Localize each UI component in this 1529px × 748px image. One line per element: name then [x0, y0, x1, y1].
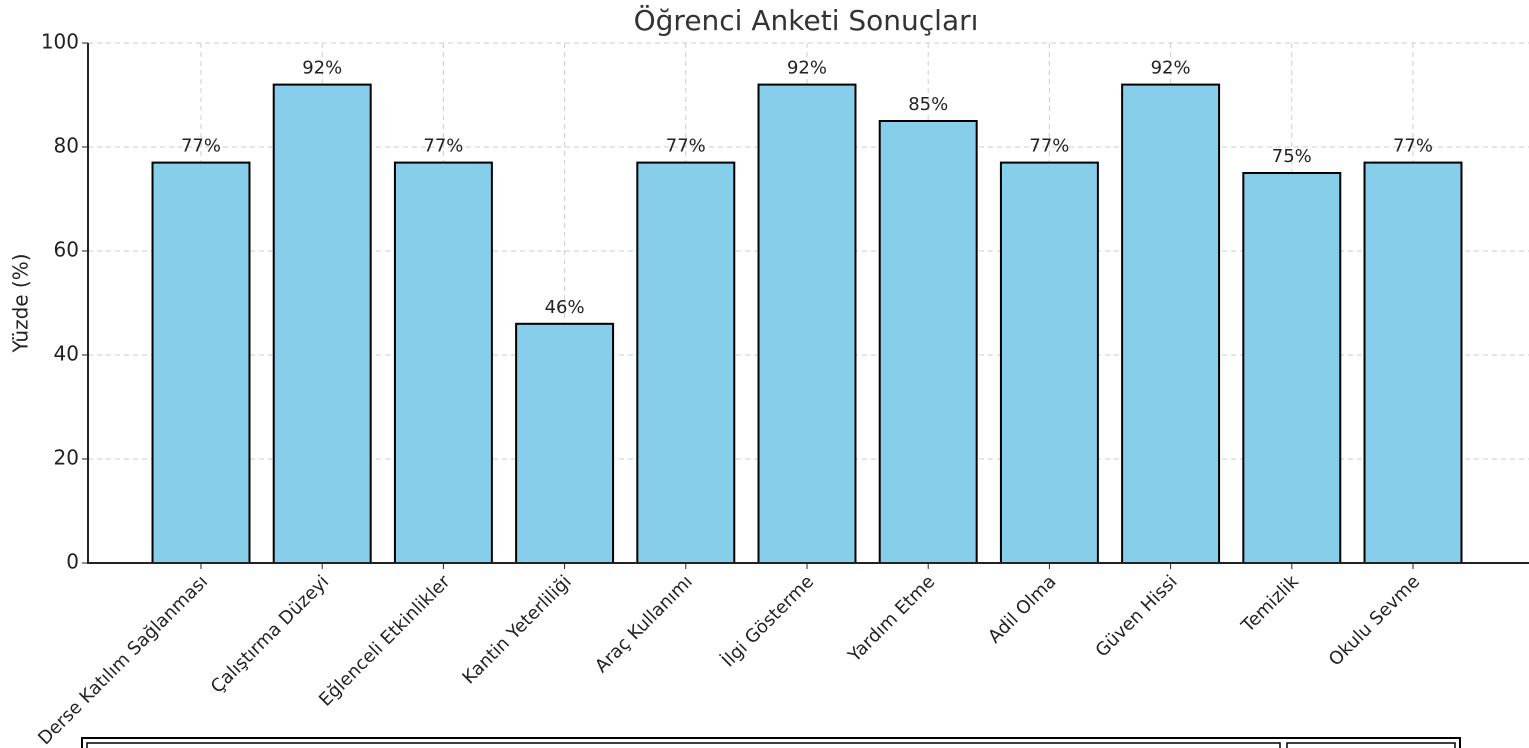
bar: [757, 83, 857, 564]
value-label: 75%: [1272, 146, 1312, 167]
x-tick-label: Araç Kullanımı: [591, 571, 697, 677]
value-label: 77%: [423, 136, 463, 157]
bar: [636, 161, 736, 564]
value-label: 92%: [787, 58, 827, 79]
chart-title: Öğrenci Anketi Sonuçları: [634, 3, 979, 37]
table-stub: [81, 737, 1461, 748]
value-label: 77%: [1029, 136, 1069, 157]
y-tick-label: 80: [54, 134, 79, 158]
y-axis-label: Yüzde (%): [9, 253, 33, 353]
x-tick-label: Adil Olma: [984, 571, 1060, 647]
bar: [515, 322, 615, 564]
bar: [878, 120, 978, 564]
y-tick-label: 0: [66, 550, 79, 574]
x-tick-label: Kantin Yeterliliği: [458, 571, 575, 688]
x-tick-label: Derse Katılım Sağlanması: [34, 571, 212, 748]
x-tick-label: Eğlenceli Etkinlikler: [315, 571, 455, 711]
x-tick-label: Yardım Etme: [844, 571, 940, 667]
value-label: 77%: [666, 136, 706, 157]
value-label: 77%: [181, 136, 221, 157]
x-tick-label: İlgi Gösterme: [718, 571, 818, 671]
bar: [1121, 83, 1221, 564]
bar: [1242, 172, 1342, 564]
bar: [999, 161, 1099, 564]
x-tick-label: Okulu Sevme: [1325, 571, 1424, 670]
y-tick-label: 60: [54, 238, 79, 262]
x-tick-label: Güven Hissi: [1092, 571, 1182, 661]
bar: [393, 161, 493, 564]
value-label: 85%: [908, 94, 948, 115]
y-tick-label: 20: [54, 446, 79, 470]
x-tick-label: Çalıştırma Düzeyi: [207, 571, 333, 697]
value-label: 77%: [1393, 136, 1433, 157]
y-tick-label: 100: [41, 30, 79, 54]
value-label: 92%: [302, 58, 342, 79]
bar: [272, 83, 372, 564]
bar: [151, 161, 251, 564]
value-label: 92%: [1151, 58, 1191, 79]
x-tick-label: Temizlik: [1237, 571, 1303, 637]
bar: [1363, 161, 1463, 564]
y-tick-label: 40: [54, 342, 79, 366]
value-label: 46%: [545, 297, 585, 318]
